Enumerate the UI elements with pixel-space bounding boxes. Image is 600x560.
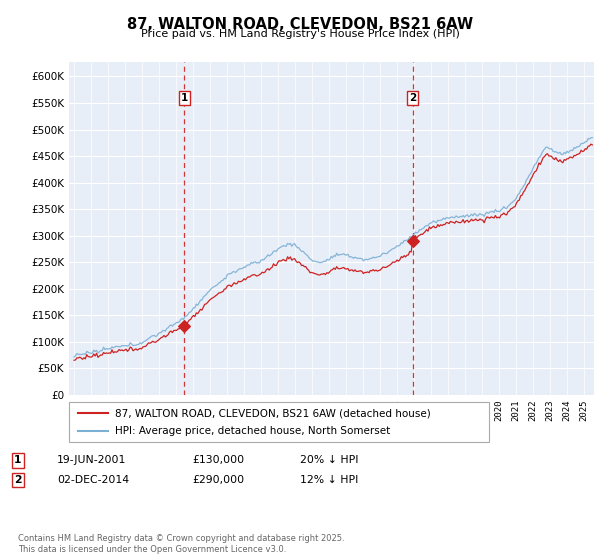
Point (408, 236, 418, 245)
Text: 20% ↓ HPI: 20% ↓ HPI (300, 455, 359, 465)
Text: 2: 2 (14, 475, 22, 485)
Text: HPI: Average price, detached house, North Somerset: HPI: Average price, detached house, Nort… (115, 426, 391, 436)
Text: 2: 2 (409, 92, 416, 102)
Text: 19-JUN-2001: 19-JUN-2001 (57, 455, 127, 465)
Text: 1: 1 (14, 455, 22, 465)
Text: 1: 1 (181, 92, 188, 102)
Text: £290,000: £290,000 (192, 475, 244, 485)
Text: 87, WALTON ROAD, CLEVEDON, BS21 6AW (detached house): 87, WALTON ROAD, CLEVEDON, BS21 6AW (det… (115, 408, 431, 418)
Text: £130,000: £130,000 (192, 455, 244, 465)
Point (179, 321, 189, 330)
Text: 12% ↓ HPI: 12% ↓ HPI (300, 475, 358, 485)
Text: Price paid vs. HM Land Registry's House Price Index (HPI): Price paid vs. HM Land Registry's House … (140, 29, 460, 39)
Text: Contains HM Land Registry data © Crown copyright and database right 2025.
This d: Contains HM Land Registry data © Crown c… (18, 534, 344, 554)
Text: 87, WALTON ROAD, CLEVEDON, BS21 6AW: 87, WALTON ROAD, CLEVEDON, BS21 6AW (127, 17, 473, 32)
Text: 02-DEC-2014: 02-DEC-2014 (57, 475, 129, 485)
